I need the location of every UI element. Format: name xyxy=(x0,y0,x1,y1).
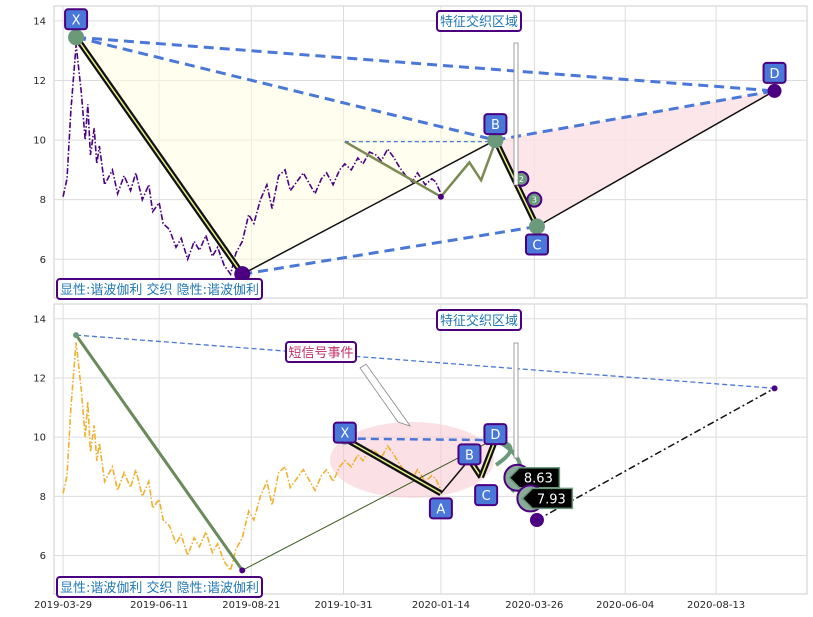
x-tick-label: 2019-03-29 xyxy=(34,600,92,611)
signal-annotation-text: 短信号事件 xyxy=(288,346,353,361)
label-x-box xyxy=(332,421,357,444)
bottom-pattern-annotation-box xyxy=(56,576,263,598)
bottom-zone-annotation-box xyxy=(436,309,522,331)
xa-leg-core xyxy=(75,36,243,275)
top-pattern-annotation-box xyxy=(56,278,263,300)
y-tick-label: 10 xyxy=(33,433,46,444)
label-x-text: X xyxy=(72,13,81,28)
x-tick-label: 2020-08-13 xyxy=(687,600,745,611)
bottom-zone-arrow xyxy=(513,342,519,459)
y-tick-label: 6 xyxy=(40,551,46,562)
label-x-text: X xyxy=(340,427,349,442)
label-c-box xyxy=(474,484,499,507)
big-a-point xyxy=(239,567,246,574)
x-point xyxy=(68,29,85,46)
label-c-text: C xyxy=(482,489,491,504)
big-xa-leg xyxy=(74,334,244,572)
d-point xyxy=(767,83,782,98)
price-line xyxy=(62,342,442,573)
xb-dashed xyxy=(75,35,496,142)
y-tick-label: 12 xyxy=(33,76,46,87)
bcd-fill xyxy=(495,90,775,227)
value-tag xyxy=(508,466,561,489)
signal-arrow xyxy=(359,363,411,427)
y-tick-label: 12 xyxy=(33,373,46,384)
top-zone-annotation-text: 特征交织区域 xyxy=(440,14,518,30)
label-b-box xyxy=(457,443,482,466)
label-a-box xyxy=(428,497,453,520)
big-x-point xyxy=(73,332,80,339)
label-d-box xyxy=(762,61,787,84)
value-label: 7.93 xyxy=(537,492,566,507)
y-tick-label: 8 xyxy=(40,492,46,503)
y-tick-label: 8 xyxy=(40,195,46,206)
label-c-box xyxy=(524,233,549,256)
x-tick-label: 2020-06-04 xyxy=(596,600,654,611)
xa-leg-core xyxy=(344,437,442,495)
label-d-text: D xyxy=(770,67,780,82)
y-tick-label: 14 xyxy=(33,314,46,325)
small-pattern xyxy=(344,140,497,199)
top-zone-annotation-box xyxy=(436,10,522,32)
cd-leg xyxy=(536,90,775,228)
label-x-box xyxy=(64,8,89,31)
y-tick-label: 10 xyxy=(33,136,46,147)
xab-fill xyxy=(76,37,496,275)
cd-leg-core xyxy=(480,439,497,478)
label-d-box xyxy=(483,423,508,446)
big-ab-leg xyxy=(242,438,496,571)
bottom-pattern-annotation-text: 显性:谐波伽利 交织 隐性:谐波伽利 xyxy=(60,580,259,596)
marker-label: 2 xyxy=(519,175,524,184)
ac-dashed xyxy=(242,225,538,276)
top-zone-arrow xyxy=(513,42,519,186)
label-a-text: A xyxy=(436,502,445,517)
label-c-text: C xyxy=(532,238,541,253)
x-tick-label: 2019-10-31 xyxy=(314,600,372,611)
x-tick-label: 2020-01-14 xyxy=(412,600,470,611)
xd-dashed xyxy=(75,35,775,93)
value-tag xyxy=(521,487,574,510)
axis-ticks: 6 8 10 12 14 6 8 10 12 14 2019-03-29 2019-06-11 2019… xyxy=(33,16,745,611)
big-xd-dashed xyxy=(76,334,775,389)
bottom-zone-annotation-text: 特征交织区域 xyxy=(440,313,518,329)
small-point xyxy=(437,193,444,200)
marker-circle xyxy=(526,191,543,208)
x-tick-label: 2020-03-26 xyxy=(505,600,563,611)
pattern-labels: 2 3 X B C D 8.63 7.93 X A B C D xyxy=(64,8,787,520)
label-b-text: B xyxy=(491,118,500,133)
big-c-point xyxy=(529,513,544,528)
big-cd-dashdot xyxy=(536,387,775,521)
value-label: 8.63 xyxy=(524,472,553,487)
y-tick-label: 6 xyxy=(40,255,46,266)
y-tick-label: 14 xyxy=(33,16,46,27)
signal-annotation-box xyxy=(285,341,357,363)
ab-leg xyxy=(241,139,496,275)
x-tick-label: 2019-08-21 xyxy=(222,600,280,611)
b-point xyxy=(487,132,504,149)
top-pattern-annotation-text: 显性:谐波伽利 交织 隐性:谐波伽利 xyxy=(60,282,259,298)
label-d-text: D xyxy=(490,428,500,443)
label-b-box xyxy=(483,113,508,136)
c-point xyxy=(528,218,545,235)
marker-label: 3 xyxy=(532,196,537,205)
big-d-point xyxy=(771,385,778,392)
label-b-text: B xyxy=(465,448,474,463)
x-tick-label: 2019-06-11 xyxy=(130,600,188,611)
